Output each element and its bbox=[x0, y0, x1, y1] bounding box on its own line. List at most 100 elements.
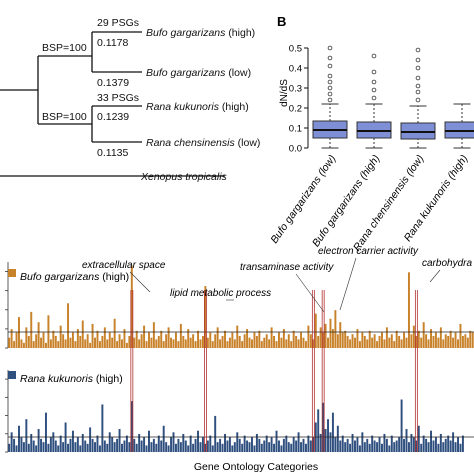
go-bar bbox=[103, 327, 106, 348]
go-bar bbox=[106, 339, 109, 348]
go-bar bbox=[162, 341, 165, 348]
go-bar bbox=[194, 438, 197, 452]
go-bar bbox=[76, 437, 79, 452]
go-bar bbox=[312, 339, 315, 348]
go-bar bbox=[211, 341, 214, 348]
go-bar bbox=[37, 429, 40, 452]
go-bar bbox=[25, 419, 28, 452]
go-bar bbox=[182, 433, 185, 452]
go-bar bbox=[52, 330, 55, 348]
go-bar bbox=[251, 339, 253, 348]
go-bar bbox=[204, 286, 207, 348]
go-bar bbox=[233, 442, 236, 452]
go-bar bbox=[219, 339, 222, 348]
go-bar bbox=[221, 443, 224, 452]
go-bar bbox=[437, 337, 440, 348]
go-bar bbox=[187, 329, 190, 348]
go-bar bbox=[319, 433, 322, 452]
box-outlier bbox=[327, 85, 333, 91]
go-bar bbox=[371, 435, 374, 452]
go-bar bbox=[324, 429, 327, 452]
go-bar bbox=[94, 442, 96, 452]
legend-suffix: (high) bbox=[99, 271, 129, 283]
go-bar bbox=[138, 433, 141, 452]
go-bar bbox=[304, 341, 307, 348]
go-bar bbox=[155, 339, 158, 348]
go-bar bbox=[422, 435, 425, 452]
go-bar bbox=[354, 337, 356, 348]
go-bar bbox=[461, 435, 464, 452]
go-bar bbox=[449, 440, 452, 452]
go-bar bbox=[199, 339, 202, 348]
y-tick-label: 0.4 bbox=[289, 64, 302, 75]
go-bar bbox=[182, 335, 185, 348]
go-bar bbox=[27, 335, 30, 348]
go-bar bbox=[368, 330, 371, 348]
go-bar bbox=[349, 443, 352, 452]
y-tick-label: 0.5 bbox=[289, 44, 302, 55]
go-bar bbox=[243, 334, 246, 348]
go-bar bbox=[221, 335, 224, 348]
go-bar bbox=[363, 442, 366, 452]
psg-bufo-label: 29 PSGs bbox=[97, 17, 139, 29]
go-bar bbox=[292, 330, 295, 348]
go-bar bbox=[412, 437, 415, 452]
go-bar bbox=[71, 332, 74, 348]
go-bar bbox=[452, 337, 455, 348]
go-bar bbox=[187, 445, 190, 452]
go-bar bbox=[439, 327, 442, 348]
go-bar bbox=[300, 332, 303, 348]
go-bar bbox=[280, 445, 283, 452]
go-bar bbox=[216, 327, 219, 348]
go-bar bbox=[116, 341, 119, 348]
go-bar bbox=[76, 329, 79, 348]
go-bar bbox=[314, 313, 317, 348]
go-bar bbox=[192, 443, 195, 452]
go-bar bbox=[86, 334, 89, 348]
go-bar bbox=[111, 437, 114, 452]
go-bar bbox=[8, 443, 11, 452]
go-bar bbox=[241, 341, 244, 348]
go-bar bbox=[209, 332, 212, 348]
annotation-leader bbox=[339, 257, 357, 311]
go-bar bbox=[145, 445, 148, 452]
go-bar bbox=[71, 430, 74, 452]
go-bar bbox=[285, 435, 288, 452]
go-bar bbox=[20, 437, 23, 452]
go-bar bbox=[275, 341, 278, 348]
box-outlier bbox=[415, 47, 421, 53]
go-bar bbox=[204, 443, 207, 452]
go-bar bbox=[22, 442, 25, 452]
go-bar bbox=[334, 310, 337, 348]
go-bar bbox=[388, 337, 391, 348]
go-bar bbox=[10, 432, 13, 452]
go-bar bbox=[157, 435, 160, 452]
go-bar bbox=[383, 339, 386, 348]
go-bar bbox=[211, 445, 214, 452]
go-bar bbox=[300, 442, 303, 452]
go-bar bbox=[42, 442, 45, 452]
go-bar bbox=[30, 433, 33, 452]
go-bar bbox=[79, 335, 82, 348]
go-bar bbox=[336, 334, 339, 348]
go-bar bbox=[398, 437, 401, 452]
go-bar bbox=[407, 442, 410, 452]
go-bar bbox=[459, 443, 462, 452]
go-bar bbox=[57, 341, 60, 348]
y-tick-label: 0.1 bbox=[289, 124, 302, 135]
go-bar bbox=[174, 332, 177, 348]
go-bar bbox=[59, 325, 62, 348]
go-bar bbox=[194, 341, 197, 348]
box-outlier bbox=[327, 63, 333, 69]
go-bar bbox=[258, 438, 261, 452]
go-bar bbox=[62, 442, 65, 452]
go-bar bbox=[297, 432, 300, 452]
go-bar bbox=[454, 332, 457, 348]
go-bar bbox=[69, 337, 72, 348]
go-bar bbox=[285, 339, 288, 348]
go-bar bbox=[96, 330, 99, 348]
go-bar bbox=[91, 438, 94, 452]
go-bar bbox=[116, 438, 119, 452]
box-outlier bbox=[371, 79, 377, 85]
y-tick-label: 0.2 bbox=[289, 104, 302, 115]
